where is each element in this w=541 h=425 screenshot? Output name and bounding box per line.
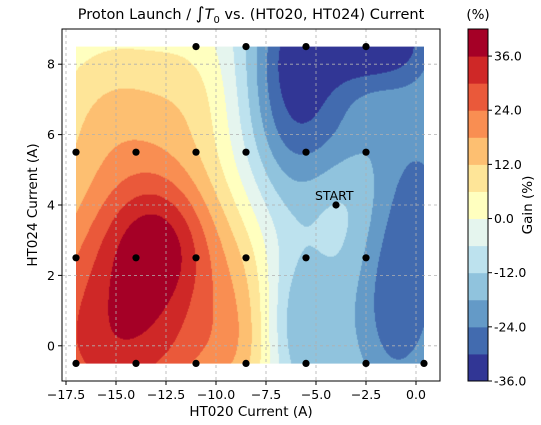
y-axis-ticks: 0 2 4 6 8 (47, 57, 62, 353)
colorbar-band (468, 56, 488, 84)
x-tick-label: −17.5 (47, 387, 85, 402)
x-tick-label: 0.0 (406, 387, 426, 402)
data-point (362, 148, 370, 156)
data-point (302, 43, 310, 51)
colorbar-ticks: -36.0 -24.0 -12.0 0.0 12.0 24.0 36.0 (488, 49, 526, 389)
data-point (242, 148, 250, 156)
colorbar-tick-label: -24.0 (494, 319, 526, 334)
y-tick-label: 6 (47, 127, 55, 142)
x-tick-label: −7.5 (251, 387, 281, 402)
colorbar-band (468, 137, 488, 165)
colorbar-band (468, 326, 488, 355)
x-tick-label: −15.0 (97, 387, 135, 402)
colorbar-tick-label: 36.0 (494, 49, 522, 64)
y-axis-label: HT024 Current (A) (25, 143, 41, 266)
data-point (362, 254, 370, 262)
colorbar-band (468, 299, 488, 328)
colorbar-band (468, 218, 488, 247)
chart-title: Proton Launch / ∫T0 vs. (HT020, HT024) C… (78, 4, 425, 26)
x-tick-label: −2.5 (351, 387, 381, 402)
colorbar-tick-label: 0.0 (494, 211, 514, 226)
x-tick-label: −5.0 (301, 387, 331, 402)
colorbar-band (468, 164, 488, 192)
data-point (72, 254, 80, 262)
colorbar-band (468, 110, 488, 138)
data-point (242, 43, 250, 51)
x-tick-label: −12.5 (147, 387, 185, 402)
colorbar-frame (467, 28, 489, 382)
data-point (242, 254, 250, 262)
colorbar-band (468, 83, 488, 111)
data-point (192, 148, 200, 156)
data-point (132, 359, 140, 367)
data-point (302, 148, 310, 156)
data-point (420, 359, 428, 367)
y-tick-label: 0 (47, 338, 55, 353)
colorbar-unit-label: (%) (466, 7, 489, 23)
data-point (242, 359, 250, 367)
x-axis-label: HT020 Current (A) (189, 404, 312, 420)
colorbar-band (468, 353, 488, 382)
colorbar-label: Gain (%) (520, 176, 536, 235)
data-point (192, 359, 200, 367)
data-point (192, 254, 200, 262)
x-tick-label: −10.0 (197, 387, 235, 402)
data-point (192, 43, 200, 51)
data-points (72, 43, 428, 367)
colorbar-band (468, 272, 488, 301)
data-point (332, 201, 340, 209)
data-point (72, 148, 80, 156)
data-point (302, 254, 310, 262)
colorbar-tick-label: -36.0 (494, 374, 526, 389)
colorbar-band (468, 245, 488, 274)
y-tick-label: 4 (47, 198, 55, 213)
colorbar-band (468, 191, 488, 220)
data-point (362, 43, 370, 51)
grid-lines (62, 29, 440, 381)
colorbar (467, 28, 489, 382)
data-point (132, 254, 140, 262)
y-tick-label: 2 (47, 268, 55, 283)
data-point (132, 148, 140, 156)
colorbar-tick-label: 24.0 (494, 103, 522, 118)
data-point (72, 359, 80, 367)
colorbar-tick-label: -12.0 (494, 265, 526, 280)
data-point (362, 359, 370, 367)
start-annotation: START (315, 188, 354, 203)
y-tick-label: 8 (47, 57, 55, 72)
data-point (302, 359, 310, 367)
x-axis-ticks: −17.5 −15.0 −12.5 −10.0 −7.5 −5.0 −2.5 0.0 (47, 381, 426, 402)
colorbar-band (468, 29, 488, 57)
colorbar-tick-label: 12.0 (494, 157, 522, 172)
